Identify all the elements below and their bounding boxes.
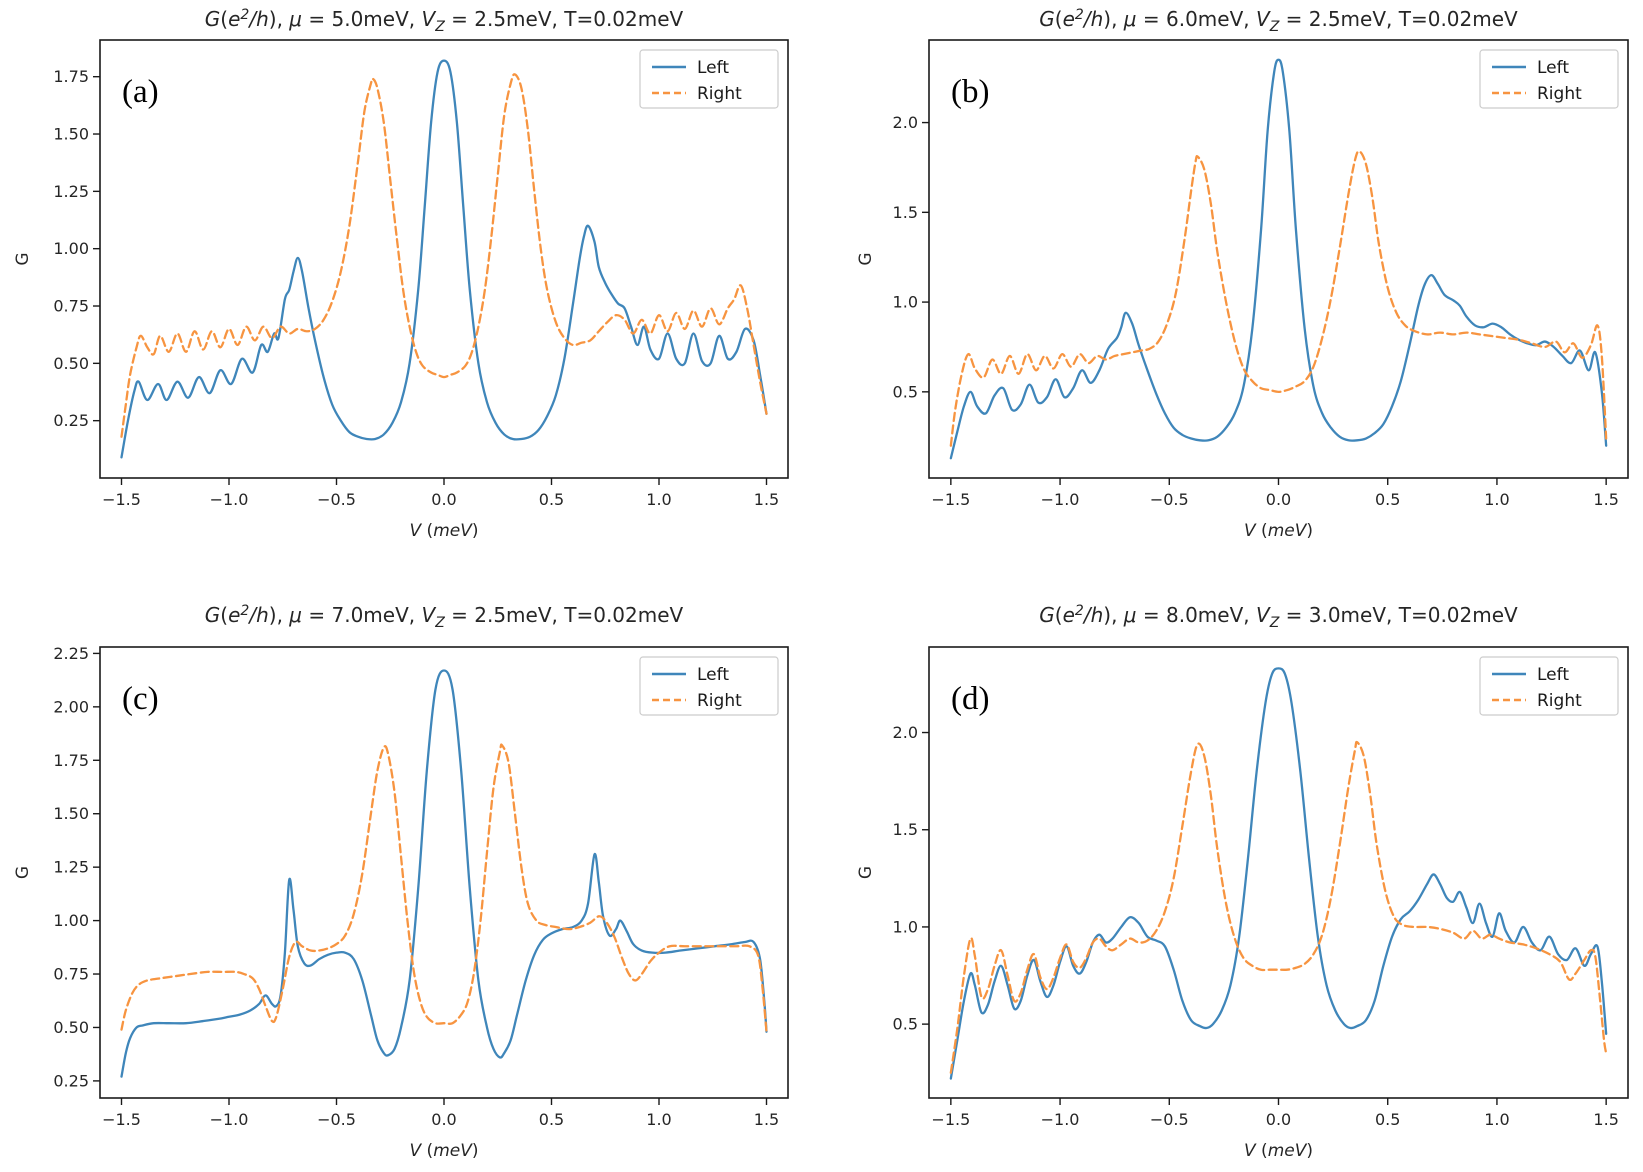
x-axis-label: V (meV) (1244, 1141, 1313, 1161)
panel-c: G(e2/h), μ = 7.0meV, VZ = 2.5meV, T=0.02… (0, 586, 812, 1172)
x-tick-label: 1.0 (1484, 490, 1509, 509)
panel-letter: (d) (951, 681, 989, 717)
y-tick-label: 2.0 (893, 723, 918, 742)
y-tick-label: 2.25 (53, 644, 89, 663)
x-tick-label: 1.0 (1484, 1110, 1509, 1129)
legend-label-left: Left (1537, 665, 1569, 685)
y-tick-label: 1.50 (53, 125, 89, 144)
x-tick-label: 1.0 (646, 490, 671, 509)
y-tick-label: 0.25 (53, 411, 89, 430)
plot-canvas-b: G(e2/h), μ = 6.0meV, VZ = 2.5meV, T=0.02… (856, 7, 1629, 541)
legend: Left Right (639, 49, 779, 109)
panel-title: G(e2/h), μ = 5.0meV, VZ = 2.5meV, T=0.02… (205, 7, 684, 35)
x-tick-label: 0.0 (431, 490, 456, 509)
x-tick-label: 1.5 (754, 1110, 779, 1129)
y-tick-label: 2.00 (53, 697, 89, 716)
x-tick-label: −0.5 (1150, 1110, 1189, 1129)
panel-d: G(e2/h), μ = 8.0meV, VZ = 3.0meV, T=0.02… (812, 586, 1643, 1172)
panel-letter: (b) (951, 74, 989, 110)
x-tick-label: 0.5 (539, 1110, 564, 1129)
x-tick-label: 0.5 (1375, 490, 1400, 509)
y-tick-label: 1.0 (893, 293, 918, 312)
legend: Left Right (1479, 49, 1619, 109)
panel-letter: (a) (122, 74, 159, 110)
y-axis-label: G (856, 866, 876, 879)
right-curve (949, 150, 1608, 447)
legend-label-right: Right (697, 691, 742, 711)
y-tick-label: 1.50 (53, 804, 89, 823)
x-tick-label: 1.5 (754, 490, 779, 509)
legend-label-right: Right (1537, 84, 1582, 104)
left-curve (949, 667, 1608, 1080)
panel-b: G(e2/h), μ = 6.0meV, VZ = 2.5meV, T=0.02… (812, 0, 1643, 586)
panel-title: G(e2/h), μ = 6.0meV, VZ = 2.5meV, T=0.02… (1039, 7, 1518, 35)
y-axis-label: G (13, 252, 33, 265)
legend-label-right: Right (1537, 691, 1582, 711)
y-tick-label: 1.0 (893, 917, 918, 936)
legend-label-left: Left (697, 665, 729, 685)
legend-label-right: Right (697, 84, 742, 104)
y-tick-label: 1.00 (53, 911, 89, 930)
x-tick-label: −1.5 (931, 490, 970, 509)
legend: Left Right (639, 656, 779, 716)
left-curve (120, 669, 768, 1078)
x-axis-label: V (meV) (1244, 521, 1313, 541)
y-tick-label: 0.75 (53, 297, 89, 316)
x-tick-label: 0.5 (1375, 1110, 1400, 1129)
x-tick-label: −1.0 (210, 1110, 249, 1129)
y-tick-label: 0.25 (53, 1071, 89, 1090)
y-tick-label: 1.25 (53, 858, 89, 877)
panel-title: G(e2/h), μ = 8.0meV, VZ = 3.0meV, T=0.02… (1039, 603, 1518, 631)
y-tick-label: 1.5 (893, 203, 918, 222)
x-tick-label: 0.0 (1266, 1110, 1291, 1129)
left-curve (949, 58, 1608, 460)
y-tick-label: 1.75 (53, 751, 89, 770)
y-tick-label: 1.75 (53, 67, 89, 86)
x-axis-label: V (meV) (410, 1141, 479, 1161)
x-tick-label: 0.0 (1266, 490, 1291, 509)
x-tick-label: 0.5 (539, 490, 564, 509)
x-tick-label: −0.5 (317, 490, 356, 509)
x-tick-label: −1.5 (102, 1110, 141, 1129)
y-tick-label: 1.5 (893, 820, 918, 839)
plot-canvas-a: G(e2/h), μ = 5.0meV, VZ = 2.5meV, T=0.02… (13, 7, 789, 541)
y-tick-label: 0.50 (53, 1018, 89, 1037)
x-tick-label: −0.5 (317, 1110, 356, 1129)
x-tick-label: −1.5 (102, 490, 141, 509)
x-tick-label: −0.5 (1150, 490, 1189, 509)
x-axis-label: V (meV) (410, 521, 479, 541)
right-curve (120, 73, 768, 438)
x-tick-label: 1.5 (1593, 1110, 1618, 1129)
plot-canvas-c: G(e2/h), μ = 7.0meV, VZ = 2.5meV, T=0.02… (13, 603, 789, 1161)
y-axis-label: G (13, 866, 33, 879)
y-tick-label: 0.5 (893, 1015, 918, 1034)
x-tick-label: −1.0 (210, 490, 249, 509)
right-curve (120, 743, 768, 1033)
x-tick-label: −1.5 (931, 1110, 970, 1129)
legend-label-left: Left (697, 58, 729, 78)
y-tick-label: 1.25 (53, 182, 89, 201)
plot-canvas-d: G(e2/h), μ = 8.0meV, VZ = 3.0meV, T=0.02… (856, 603, 1629, 1161)
x-tick-label: 0.0 (431, 1110, 456, 1129)
panel-letter: (c) (122, 681, 159, 717)
x-tick-label: −1.0 (1041, 1110, 1080, 1129)
x-tick-label: −1.0 (1041, 490, 1080, 509)
y-tick-label: 0.75 (53, 965, 89, 984)
legend: Left Right (1479, 656, 1619, 716)
right-curve (949, 740, 1608, 1074)
panel-title: G(e2/h), μ = 7.0meV, VZ = 2.5meV, T=0.02… (205, 603, 684, 631)
y-tick-label: 1.00 (53, 239, 89, 258)
y-axis-label: G (856, 252, 876, 265)
y-tick-label: 2.0 (893, 113, 918, 132)
y-tick-label: 0.50 (53, 354, 89, 373)
x-tick-label: 1.5 (1593, 490, 1618, 509)
legend-label-left: Left (1537, 58, 1569, 78)
x-tick-label: 1.0 (646, 1110, 671, 1129)
panel-a: G(e2/h), μ = 5.0meV, VZ = 2.5meV, T=0.02… (0, 0, 812, 586)
y-tick-label: 0.5 (893, 382, 918, 401)
left-curve (120, 59, 768, 459)
